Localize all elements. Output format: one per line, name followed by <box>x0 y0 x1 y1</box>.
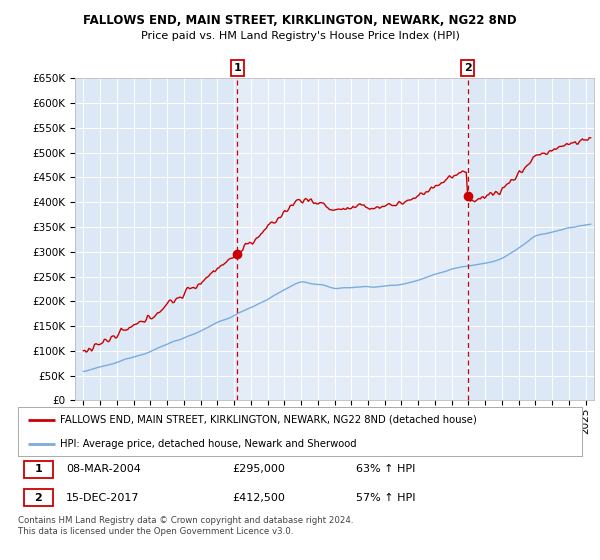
FancyBboxPatch shape <box>23 489 53 506</box>
FancyBboxPatch shape <box>23 461 53 478</box>
Text: Contains HM Land Registry data © Crown copyright and database right 2024.
This d: Contains HM Land Registry data © Crown c… <box>18 516 353 536</box>
Text: HPI: Average price, detached house, Newark and Sherwood: HPI: Average price, detached house, Newa… <box>60 438 357 449</box>
Bar <box>237 78 468 400</box>
Text: 2: 2 <box>34 493 42 503</box>
Text: 08-MAR-2004: 08-MAR-2004 <box>66 464 141 474</box>
Text: 57% ↑ HPI: 57% ↑ HPI <box>356 493 416 503</box>
Text: Price paid vs. HM Land Registry's House Price Index (HPI): Price paid vs. HM Land Registry's House … <box>140 31 460 41</box>
Text: 1: 1 <box>233 63 241 73</box>
Text: 1: 1 <box>34 464 42 474</box>
Text: 15-DEC-2017: 15-DEC-2017 <box>66 493 139 503</box>
Text: 2: 2 <box>464 63 472 73</box>
Text: £412,500: £412,500 <box>232 493 285 503</box>
Text: FALLOWS END, MAIN STREET, KIRKLINGTON, NEWARK, NG22 8ND (detached house): FALLOWS END, MAIN STREET, KIRKLINGTON, N… <box>60 415 477 425</box>
Text: FALLOWS END, MAIN STREET, KIRKLINGTON, NEWARK, NG22 8ND: FALLOWS END, MAIN STREET, KIRKLINGTON, N… <box>83 14 517 27</box>
Text: 63% ↑ HPI: 63% ↑ HPI <box>356 464 416 474</box>
Text: £295,000: £295,000 <box>232 464 285 474</box>
